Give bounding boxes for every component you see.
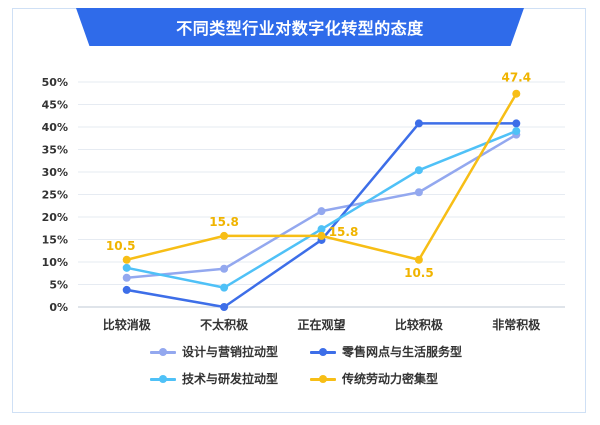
legend-label: 传统劳动力密集型 [342, 372, 439, 386]
y-tick-label: 15% [42, 234, 68, 247]
data-point [512, 89, 521, 98]
data-point [414, 166, 423, 175]
legend-swatch-tech-rd [150, 373, 176, 385]
data-label: 47.4 [501, 71, 531, 85]
x-tick-label: 非常积极 [492, 317, 541, 332]
y-tick-label: 45% [42, 99, 68, 112]
y-tick-label: 50% [42, 76, 68, 89]
data-point [414, 188, 423, 197]
y-tick-label: 5% [49, 279, 68, 292]
x-tick-label: 比较消极 [103, 317, 152, 332]
data-point [317, 225, 326, 234]
data-point [220, 283, 229, 292]
legend-item-labor-intensive: 传统劳动力密集型 [310, 370, 500, 387]
x-tick-label: 不太积极 [200, 317, 249, 332]
data-label: 15.8 [329, 225, 359, 239]
legend-swatch-design-marketing [150, 346, 176, 358]
data-point [220, 264, 229, 273]
legend-item-tech-rd: 技术与研发拉动型 [150, 370, 310, 387]
data-point [122, 263, 131, 272]
chart-frame [12, 8, 586, 413]
y-tick-label: 30% [42, 166, 68, 179]
data-point [122, 285, 131, 294]
x-tick-label: 正在观望 [297, 317, 345, 332]
y-axis: 0% 5% 10% 15% 20% 25% 30% 35% 40% 45% 50% [42, 76, 68, 314]
y-tick-label: 10% [42, 256, 68, 269]
legend: 设计与营销拉动型 零售网点与生活服务型 技术与研发拉动型 传统劳动力密集型 [150, 343, 510, 387]
title-banner: 不同类型行业对数字化转型的态度 [76, 8, 524, 46]
x-tick-label: 比较积极 [395, 317, 444, 332]
chart-title: 不同类型行业对数字化转型的态度 [176, 19, 424, 38]
y-tick-label: 40% [42, 121, 68, 134]
data-label: 15.8 [209, 215, 239, 229]
data-point [122, 255, 131, 264]
y-tick-label: 25% [42, 189, 68, 202]
data-label: 10.5 [106, 239, 136, 253]
data-point [220, 231, 229, 240]
y-tick-label: 0% [49, 301, 68, 314]
legend-label: 技术与研发拉动型 [182, 372, 279, 386]
legend-swatch-retail-services [310, 346, 336, 358]
legend-item-design-marketing: 设计与营销拉动型 [150, 343, 310, 360]
series-line-0 [126, 133, 517, 279]
series-points [122, 89, 521, 311]
data-labels: 10.5 15.8 15.8 10.5 47.4 [106, 71, 531, 280]
data-label: 10.5 [404, 266, 434, 280]
legend-label: 零售网点与生活服务型 [342, 345, 463, 359]
y-tick-label: 20% [42, 211, 68, 224]
data-point [414, 255, 423, 264]
series-lines [126, 93, 518, 309]
data-point [512, 127, 521, 136]
data-point [512, 119, 521, 128]
data-point [122, 273, 131, 282]
legend-item-retail-services: 零售网点与生活服务型 [310, 343, 500, 360]
y-tick-label: 35% [42, 144, 68, 157]
data-point [317, 207, 326, 216]
x-axis: 比较消极 不太积极 正在观望 比较积极 非常积极 [103, 317, 542, 332]
data-point [414, 119, 423, 128]
legend-label: 设计与营销拉动型 [182, 345, 279, 359]
legend-swatch-labor-intensive [310, 373, 336, 385]
data-point [220, 303, 229, 311]
data-point [317, 231, 326, 240]
